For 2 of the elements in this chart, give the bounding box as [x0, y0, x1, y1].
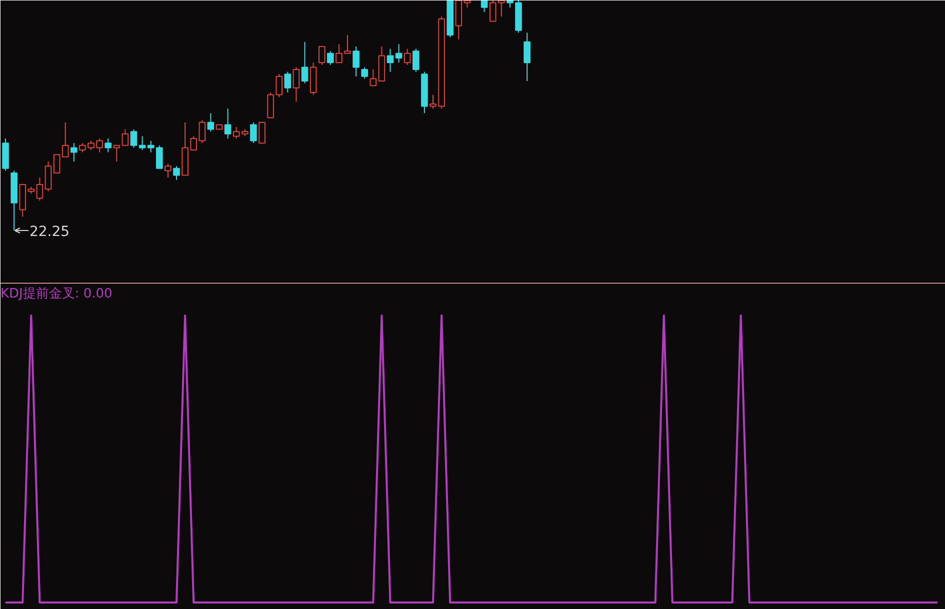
chart-title: KDJ提前金叉: 0.00	[0, 286, 112, 302]
annotation: 22.25	[29, 224, 70, 240]
